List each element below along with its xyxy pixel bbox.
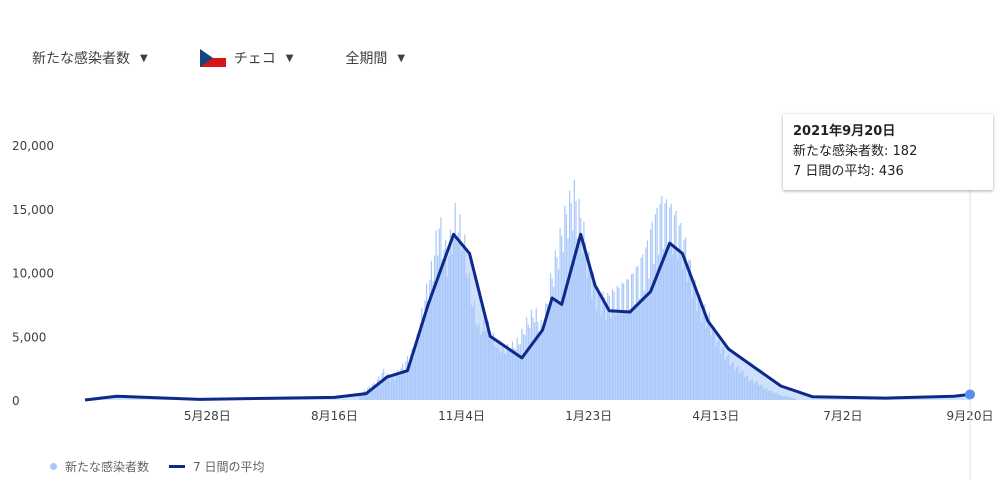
tooltip-avg-label: 7 日間の平均: [793, 164, 871, 179]
highlight-point: [965, 389, 975, 400]
x-tick-label: 1月23日: [565, 409, 612, 423]
legend-daily-label: 新たな感染者数: [65, 460, 150, 474]
x-tick-label: 8月16日: [311, 409, 358, 423]
legend-avg-swatch: [169, 465, 186, 468]
period-label: 全期間: [345, 51, 388, 67]
period-dropdown[interactable]: 全期間 ▼: [345, 48, 405, 68]
legend-avg-label: 7 日間の平均: [193, 460, 265, 474]
y-tick-label: 10,000: [12, 267, 54, 281]
y-tick-label: 20,000: [12, 139, 54, 153]
metric-dropdown[interactable]: 新たな感染者数 ▼: [32, 48, 148, 68]
y-tick-label: 0: [12, 394, 20, 408]
chevron-down-icon: ▼: [397, 52, 406, 64]
x-tick-label: 11月4日: [438, 409, 485, 423]
czech-flag-icon: [199, 49, 226, 67]
tooltip-avg-value: 436: [878, 164, 904, 179]
metric-label: 新たな感染者数: [32, 51, 130, 67]
tooltip: 2021年9月20日 新たな感染者数: 182 7 日間の平均: 436: [783, 114, 993, 190]
x-tick-label: 4月13日: [692, 409, 739, 423]
y-tick-label: 15,000: [12, 203, 54, 217]
tooltip-date: 2021年9月20日: [793, 124, 896, 139]
x-tick-label: 5月28日: [184, 409, 231, 423]
country-dropdown[interactable]: チェコ ▼: [199, 48, 294, 68]
tooltip-daily-value: 182: [892, 144, 918, 159]
country-label: チェコ: [233, 51, 276, 67]
legend-daily-swatch: [50, 463, 57, 470]
tooltip-daily-label: 新たな感染者数: [793, 144, 885, 159]
daily-area: [85, 234, 970, 400]
chevron-down-icon: ▼: [140, 52, 148, 64]
chevron-down-icon: ▼: [285, 52, 294, 64]
y-tick-label: 5,000: [12, 330, 46, 344]
x-tick-label: 7月2日: [823, 409, 862, 423]
filter-bar: 新たな感染者数 ▼ チェコ ▼ 全期間 ▼: [32, 48, 405, 68]
legend: 新たな感染者数 7 日間の平均: [50, 458, 264, 475]
avg-line: [84, 232, 971, 402]
